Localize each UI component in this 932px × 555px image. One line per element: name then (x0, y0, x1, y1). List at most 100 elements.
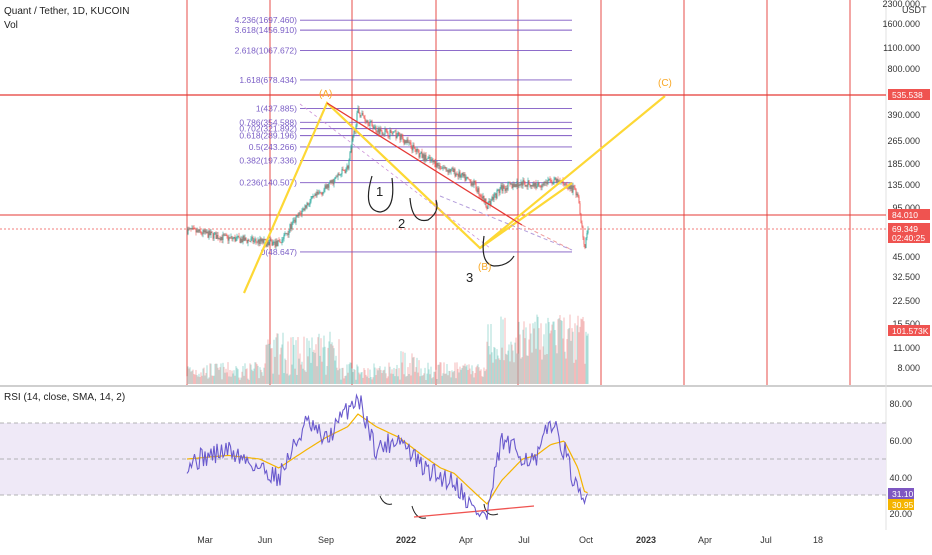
mark-3-curve[interactable] (482, 235, 515, 267)
volume-bar (518, 321, 520, 384)
candle-body (523, 180, 525, 182)
candle-body (573, 185, 575, 188)
price-pane[interactable] (0, 0, 886, 385)
rsi-tag-label: 30.95 (892, 500, 914, 510)
volume-bar (523, 321, 525, 384)
volume-bar (447, 375, 449, 384)
volume-bar (422, 375, 424, 384)
volume-label[interactable]: Vol (4, 20, 18, 31)
time-axis-label: 2022 (396, 535, 416, 545)
volume-bar (358, 372, 360, 384)
volume-bar (310, 362, 312, 384)
candle-body (329, 180, 331, 183)
rsi-axis-label: 80.00 (889, 399, 912, 409)
candle-body (299, 212, 301, 214)
candle-body (325, 185, 327, 189)
volume-bar (507, 350, 509, 384)
volume-bar (453, 371, 455, 384)
rsi-low-2-curve[interactable] (411, 505, 427, 519)
volume-bar (227, 362, 229, 384)
candle-body (576, 193, 578, 196)
candle-body (187, 228, 189, 235)
candle-body (217, 234, 219, 239)
volume-bar (307, 356, 309, 384)
volume-bar (291, 364, 293, 384)
volume-bar (431, 378, 433, 384)
volume-bar (258, 378, 260, 384)
candle-body (259, 238, 261, 244)
volume-bar (479, 370, 481, 384)
candle-body (200, 231, 202, 234)
volume-bar (233, 370, 235, 384)
wave-b-to-c-path[interactable] (479, 182, 573, 249)
volume-bar (572, 331, 574, 384)
candle-body (280, 242, 282, 244)
candle-body (460, 174, 462, 178)
volume-bar (334, 360, 336, 384)
volume-bar (559, 315, 561, 384)
elliott-annotations[interactable] (242, 95, 666, 519)
volume-bar (228, 376, 230, 384)
mark-3-label[interactable]: 3 (466, 270, 473, 285)
candle-body (378, 128, 380, 134)
volume-bar (495, 359, 497, 384)
volume-bar (301, 361, 303, 384)
downtrend-line[interactable] (326, 102, 523, 226)
rsi-divergence-line[interactable] (413, 505, 535, 518)
lower-channel-line[interactable] (439, 195, 573, 251)
volume-bar (461, 368, 463, 384)
candle-body (381, 131, 383, 135)
candle-body (488, 200, 490, 203)
candle-body (541, 184, 543, 188)
volume-bar (374, 367, 376, 384)
candle-body (407, 139, 409, 143)
candle-body (206, 231, 208, 234)
downtrend-extension[interactable] (521, 224, 573, 251)
mark-1-curve[interactable] (367, 175, 394, 213)
chart-title[interactable]: Quant / Tether, 1D, KUCOIN (4, 6, 129, 17)
candle-body (305, 205, 307, 208)
volume-bar (580, 318, 582, 384)
volume-bar (357, 366, 359, 384)
volume-bar (320, 338, 322, 384)
volume-bar (429, 374, 431, 384)
wave-a-label[interactable]: (A) (319, 89, 332, 100)
candle-body (532, 183, 534, 187)
price-axis[interactable] (886, 0, 932, 385)
rsi-low-1-curve[interactable] (379, 495, 393, 505)
volume-bar (292, 336, 294, 384)
volume-bar (486, 341, 488, 384)
volume-bars (186, 314, 589, 384)
fib-anchor-diagonal[interactable] (299, 103, 491, 249)
candle-body (369, 121, 371, 126)
candle-body (247, 239, 249, 243)
wave-b-label[interactable]: (B) (478, 262, 491, 273)
volume-bar (537, 316, 539, 384)
price-tag-bg (888, 223, 930, 234)
wave-c-label[interactable]: (C) (658, 78, 672, 89)
candle-body (382, 133, 384, 135)
volume-bar (244, 363, 246, 384)
candle-body (439, 165, 441, 169)
wave-path[interactable] (242, 95, 666, 294)
rsi-title[interactable]: RSI (14, close, SMA, 14, 2) (4, 392, 125, 403)
candle-body (427, 157, 429, 159)
mark-2-label[interactable]: 2 (398, 216, 405, 231)
volume-bar (546, 354, 548, 384)
mark-1-label[interactable]: 1 (376, 184, 383, 199)
candle-body (193, 228, 195, 229)
volume-bar (416, 357, 418, 384)
mark-2-curve[interactable] (409, 197, 438, 222)
volume-bar (315, 344, 317, 384)
fibonacci-extension[interactable]: 4.236(1697.460)3.618(1456.910) 2.618(1067… (235, 15, 572, 257)
volume-bar (497, 355, 499, 384)
candle-body (269, 239, 271, 242)
time-axis-label: 18 (813, 535, 823, 545)
candle-body (546, 182, 548, 184)
volume-bar (290, 337, 292, 384)
volume-bar (370, 377, 372, 384)
rsi-low-3-curve[interactable] (483, 503, 499, 516)
fib-level-label: 0.786(354.588) (239, 117, 297, 127)
